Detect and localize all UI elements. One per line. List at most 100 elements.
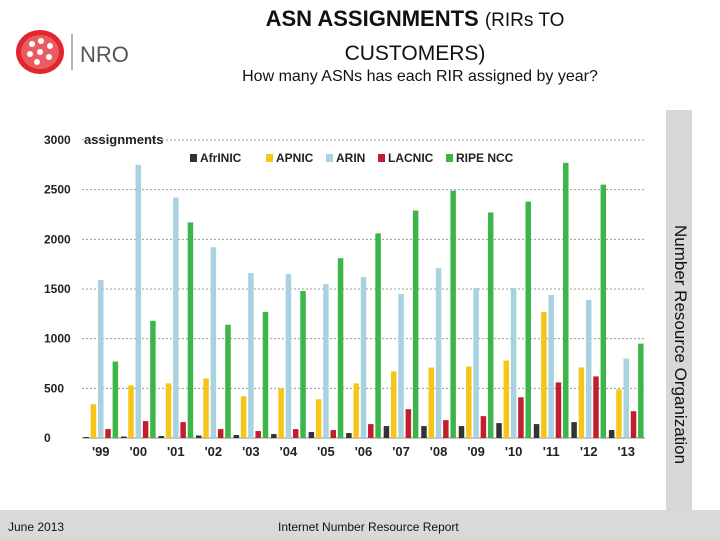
bar-ripe-ncc [600,184,607,438]
bar-apnic [466,366,472,438]
bar-apnic [315,399,322,438]
title-small: (RIRs TO [484,10,565,31]
bar-ripe-ncc [487,212,494,438]
bar-afrinic [533,424,540,438]
bar-lacnic [518,397,524,438]
footer-date: June 2013 [8,520,65,534]
legend-label: LACNIC [388,151,434,165]
title-line2: CUSTOMERS) [344,42,486,65]
legend-swatch [266,154,273,162]
y-tick-label: 1000 [44,332,71,346]
x-tick-label: '10 [505,444,523,459]
bar-apnic [541,311,547,438]
x-tick-label: '12 [580,444,598,459]
bar-arin [398,293,404,438]
bar-apnic [90,404,97,438]
bar-arin [323,284,329,438]
bar-lacnic [292,429,299,438]
legend-label: AfrINIC [200,151,242,165]
bar-ripe-ncc [525,201,531,438]
bar-afrinic [120,436,127,438]
bar-lacnic [593,376,599,438]
footer-bar [0,510,720,540]
footer-report: Internet Number Resource Report [278,520,459,534]
bar-ripe-ncc [375,233,381,438]
bar-afrinic [571,422,577,438]
bar-lacnic [330,430,337,438]
y-tick-label: 2500 [44,183,71,197]
bar-arin [510,288,517,438]
bar-arin [173,197,179,438]
bar-arin [435,268,442,438]
bar-ripe-ncc [563,162,569,438]
bar-apnic [353,383,359,438]
x-tick-label: '04 [280,444,298,459]
bar-arin [360,277,367,438]
logo-text: NRO [80,42,129,67]
bar-lacnic [630,411,637,438]
bar-apnic [616,389,622,438]
bar-apnic [278,388,284,438]
side-label: Number Resource Organization [671,225,690,464]
bar-arin [248,273,254,438]
bar-lacnic [480,416,487,438]
legend-swatch [378,154,385,162]
bar-arin [285,274,292,438]
x-tick-label: '00 [130,444,148,459]
nro-logo: NRO [10,22,142,80]
bar-apnic [203,378,209,438]
bar-afrinic [346,433,352,438]
bar-ripe-ncc [112,361,119,438]
bar-arin [548,294,554,438]
bar-afrinic [158,436,164,438]
bar-ripe-ncc [337,258,344,438]
bar-arin [210,247,217,438]
bar-lacnic [142,421,149,438]
y-axis-label: assignments [84,132,163,147]
bar-arin [585,299,592,438]
bar-apnic [240,396,247,438]
bar-apnic [390,371,397,438]
bar-ripe-ncc [412,210,419,438]
y-tick-label: 2000 [44,232,71,246]
bar-afrinic [308,432,315,438]
page-title: ASN ASSIGNMENTS (RIRs TO CUSTOMERS) [160,6,670,66]
bar-ripe-ncc [300,290,306,438]
bar-arin [135,164,142,439]
bar-afrinic [608,430,615,438]
bar-afrinic [196,435,202,438]
legend-label: ARIN [336,151,365,165]
x-tick-label: '11 [543,444,560,459]
bar-ripe-ncc [450,190,456,438]
bar-lacnic [368,424,374,438]
bar-afrinic [233,435,240,438]
bar-ripe-ncc [187,222,194,438]
bar-ripe-ncc [225,324,231,438]
bar-afrinic [421,426,427,438]
legend-swatch [326,154,333,162]
bar-arin [98,280,104,438]
x-tick-label: '05 [317,444,335,459]
bar-afrinic [383,426,390,438]
bar-lacnic [217,429,224,438]
bar-arin [473,288,479,438]
x-tick-label: '02 [205,444,223,459]
x-tick-label: '01 [167,444,185,459]
x-tick-label: '99 [92,444,110,459]
bar-lacnic [180,422,186,438]
side-label-text: Number Resource Organization [671,225,690,464]
bar-apnic [503,360,510,438]
bar-lacnic [405,409,412,438]
y-tick-label: 3000 [44,133,71,147]
bar-ripe-ncc [262,311,269,438]
bar-lacnic [105,429,111,438]
bar-lacnic [555,382,562,438]
bar-apnic [165,383,172,438]
bar-afrinic [83,437,89,438]
bar-ripe-ncc [638,343,644,438]
bar-apnic [128,385,134,438]
bar-lacnic [255,431,261,438]
bar-apnic [428,367,435,438]
x-tick-label: '13 [617,444,635,459]
bar-apnic [578,367,585,438]
